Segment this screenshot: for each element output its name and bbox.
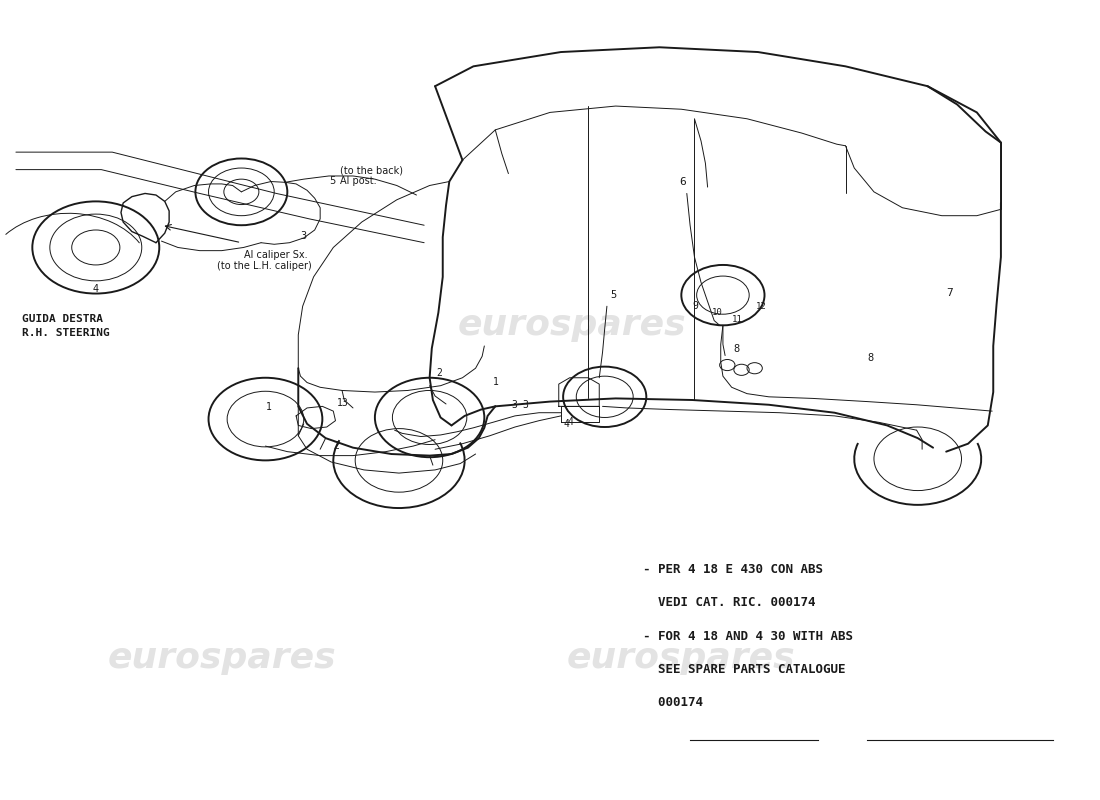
Text: Al post.: Al post. <box>340 175 376 186</box>
Text: 5: 5 <box>329 175 336 186</box>
Text: eurospares: eurospares <box>75 307 304 342</box>
Text: VEDI CAT. RIC. 000174: VEDI CAT. RIC. 000174 <box>644 596 815 610</box>
Text: 2: 2 <box>437 368 442 378</box>
Text: (to the L.H. caliper): (to the L.H. caliper) <box>218 261 312 270</box>
Text: 9: 9 <box>692 301 698 311</box>
Text: 3: 3 <box>300 231 307 241</box>
Text: 13: 13 <box>337 398 349 408</box>
Text: 3: 3 <box>512 399 518 410</box>
Text: eurospares: eurospares <box>108 641 336 675</box>
Text: eurospares: eurospares <box>458 307 686 342</box>
Text: R.H. STEERING: R.H. STEERING <box>22 328 110 338</box>
Text: 6: 6 <box>679 177 686 187</box>
Text: 11: 11 <box>732 314 742 324</box>
Text: 8: 8 <box>734 344 740 354</box>
Text: 000174: 000174 <box>644 696 703 710</box>
Text: - FOR 4 18 AND 4 30 WITH ABS: - FOR 4 18 AND 4 30 WITH ABS <box>644 630 852 642</box>
Text: eurospares: eurospares <box>566 641 795 675</box>
Text: 3: 3 <box>522 399 528 410</box>
Text: 12: 12 <box>756 302 767 311</box>
Text: GUIDA DESTRA: GUIDA DESTRA <box>22 314 103 324</box>
Text: 4: 4 <box>92 283 99 294</box>
Text: 1: 1 <box>493 378 499 387</box>
Text: Al caliper Sx.: Al caliper Sx. <box>243 250 307 260</box>
Text: 8: 8 <box>868 354 873 363</box>
Text: 5: 5 <box>610 290 616 300</box>
Text: (to the back): (to the back) <box>340 166 403 176</box>
FancyBboxPatch shape <box>13 150 430 352</box>
Text: 4: 4 <box>568 417 573 427</box>
Text: - PER 4 18 E 430 CON ABS: - PER 4 18 E 430 CON ABS <box>644 563 823 576</box>
Text: 7: 7 <box>946 288 953 298</box>
Text: SEE SPARE PARTS CATALOGUE: SEE SPARE PARTS CATALOGUE <box>644 663 846 676</box>
Text: 2: 2 <box>333 441 339 451</box>
Text: 4: 4 <box>563 418 569 429</box>
Text: 1: 1 <box>265 402 272 412</box>
Text: 10: 10 <box>712 308 723 318</box>
